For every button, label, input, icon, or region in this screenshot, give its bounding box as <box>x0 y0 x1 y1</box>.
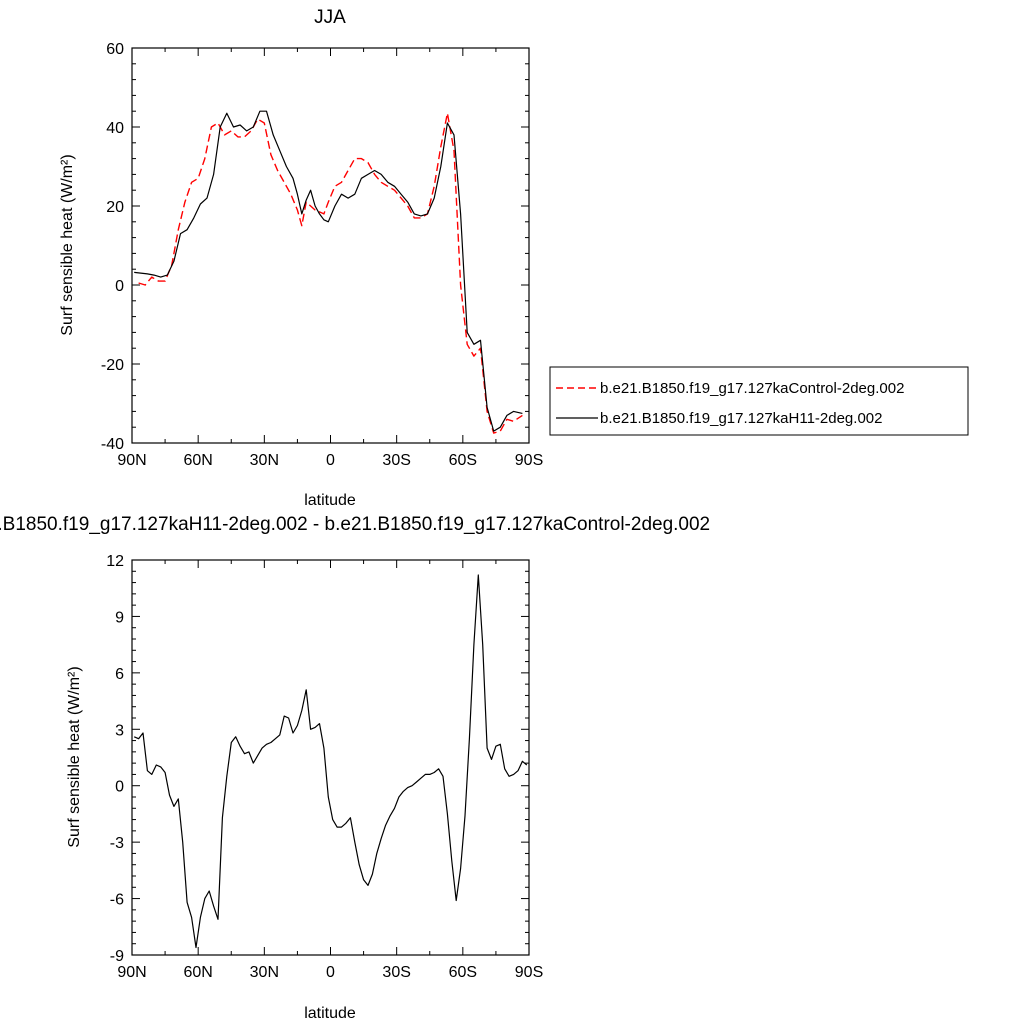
series-line-0 <box>138 112 523 434</box>
y-tick-label: -3 <box>110 835 124 852</box>
x-tick-label: 0 <box>326 964 335 981</box>
y-tick-label: -40 <box>101 436 124 453</box>
x-tick-label: 30S <box>382 964 410 981</box>
series-layer <box>133 574 528 949</box>
x-axis-label: latitude <box>304 1005 356 1022</box>
y-tick-label: -9 <box>110 948 124 965</box>
y-axis: -40 -20 0 20 40 60 <box>101 41 529 453</box>
x-tick-label: 30S <box>382 452 410 469</box>
x-tick-label: 90S <box>515 452 543 469</box>
x-tick-label: 0 <box>326 452 335 469</box>
x-tick-label: 30N <box>250 964 279 981</box>
y-tick-label: 20 <box>106 199 124 216</box>
y-tick-label: 9 <box>115 609 124 626</box>
y-tick-label: 0 <box>115 278 124 295</box>
legend-label-control: b.e21.B1850.f19_g17.127kaControl-2deg.00… <box>600 380 904 397</box>
x-tick-label: 60N <box>183 452 212 469</box>
x-tick-label: 60S <box>449 964 477 981</box>
y-tick-label: 6 <box>115 666 124 683</box>
y-tick-label: 3 <box>115 722 124 739</box>
y-tick-label: 0 <box>115 779 124 796</box>
legend-box <box>549 366 969 436</box>
chart-title: b.e21.B1850.f19_g17.127kaH11-2deg.002 - … <box>0 514 710 535</box>
chart-jja: JJA 90N 60N 30N 0 30S 60S 90S -40 -20 0 20 40 60 la… <box>59 7 969 509</box>
y-axis-label: Surf sensible heat (W/m²) <box>59 154 76 335</box>
y-tick-label: -6 <box>110 892 124 909</box>
y-axis: -9 -6 -3 0 3 6 9 12 <box>106 553 529 965</box>
plot-frame <box>131 47 530 444</box>
x-axis: 90N 60N 30N 0 30S 60S 90S <box>117 560 543 981</box>
y-tick-label: 40 <box>106 120 124 137</box>
chart-title: JJA <box>314 7 346 28</box>
series-line-0 <box>133 574 528 949</box>
legend-label-h11: b.e21.B1850.f19_g17.127kaH11-2deg.002 <box>600 410 882 427</box>
x-axis-label: latitude <box>304 492 356 509</box>
x-axis: 90N 60N 30N 0 30S 60S 90S <box>117 48 543 469</box>
series-layer <box>134 110 523 434</box>
chart-difference: b.e21.B1850.f19_g17.127kaH11-2deg.002 - … <box>0 514 710 1022</box>
legend: b.e21.B1850.f19_g17.127kaControl-2deg.00… <box>549 366 969 436</box>
y-axis-label: Surf sensible heat (W/m²) <box>66 666 83 847</box>
plot-frame <box>131 559 530 956</box>
x-tick-label: 90N <box>117 964 146 981</box>
y-tick-label: 12 <box>106 553 124 570</box>
x-tick-label: 60S <box>449 452 477 469</box>
y-tick-label: 60 <box>106 41 124 58</box>
x-tick-label: 90N <box>117 452 146 469</box>
series-line-1 <box>134 110 523 432</box>
x-tick-label: 90S <box>515 964 543 981</box>
y-tick-label: -20 <box>101 357 124 374</box>
x-tick-label: 60N <box>183 964 212 981</box>
x-tick-label: 30N <box>250 452 279 469</box>
